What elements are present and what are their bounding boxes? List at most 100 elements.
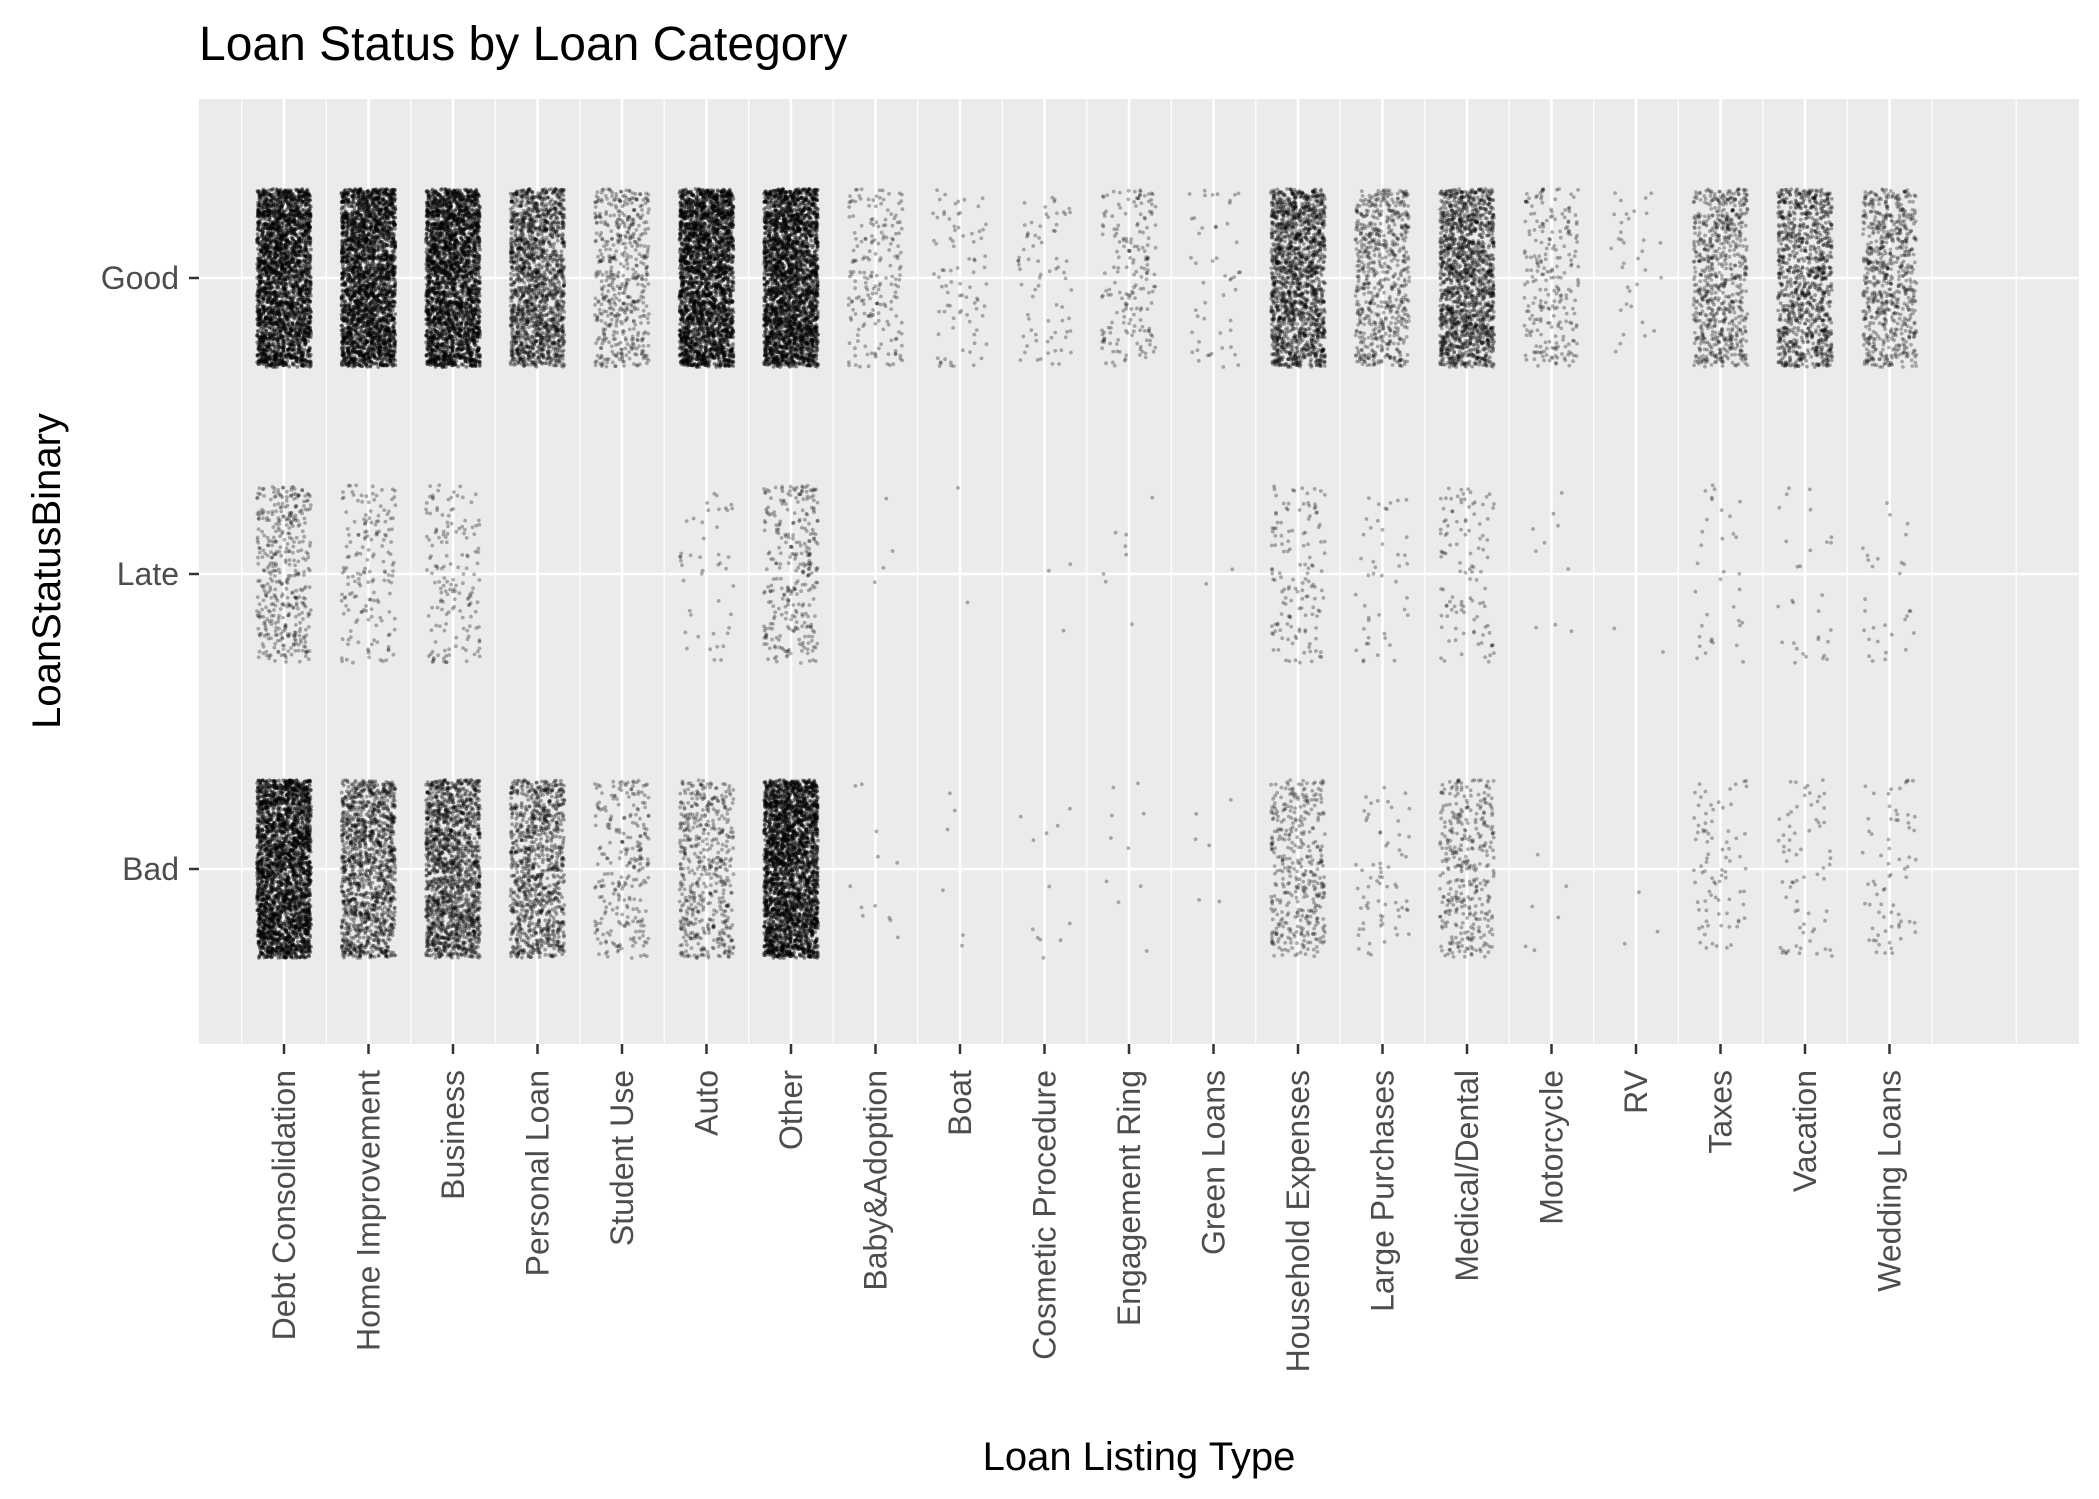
data-point xyxy=(271,877,275,881)
data-point xyxy=(386,781,390,785)
data-point xyxy=(364,927,368,931)
data-point xyxy=(340,925,344,929)
data-point xyxy=(366,916,370,920)
data-point xyxy=(271,886,275,890)
data-point xyxy=(281,905,285,909)
data-point xyxy=(391,930,395,934)
data-point xyxy=(371,812,375,816)
data-point xyxy=(361,818,365,822)
data-point xyxy=(287,841,291,845)
data-point xyxy=(368,825,372,829)
data-point xyxy=(274,858,278,862)
data-point xyxy=(373,852,377,856)
data-point xyxy=(290,888,294,892)
data-point xyxy=(270,793,274,797)
data-point xyxy=(287,936,291,940)
data-point xyxy=(271,833,275,837)
data-point xyxy=(363,841,367,845)
data-point xyxy=(366,896,370,900)
data-point xyxy=(385,804,389,808)
data-point xyxy=(288,927,292,931)
data-point xyxy=(386,825,390,829)
data-point xyxy=(426,910,430,914)
data-point xyxy=(286,800,290,804)
data-point xyxy=(341,838,345,842)
data-point xyxy=(302,855,306,859)
data-point xyxy=(346,888,350,892)
data-point xyxy=(342,956,346,960)
data-point xyxy=(363,861,367,865)
data-point xyxy=(296,822,300,826)
data-point xyxy=(349,940,353,944)
data-point xyxy=(272,894,276,898)
data-point xyxy=(353,916,357,920)
data-point xyxy=(371,894,375,898)
data-point xyxy=(354,893,358,897)
data-point xyxy=(340,889,344,893)
data-point xyxy=(294,880,298,884)
data-point xyxy=(367,936,371,940)
data-point xyxy=(287,948,291,952)
data-point xyxy=(281,850,285,854)
data-point xyxy=(362,883,366,887)
data-point xyxy=(268,873,272,877)
data-point xyxy=(295,916,299,920)
data-point xyxy=(477,883,481,887)
data-point xyxy=(305,879,309,883)
data-point xyxy=(282,842,286,846)
data-point xyxy=(364,851,368,855)
data-point xyxy=(266,910,270,914)
data-point xyxy=(267,842,271,846)
data-point xyxy=(257,956,261,960)
data-point xyxy=(388,786,392,790)
data-point xyxy=(385,953,389,957)
data-point xyxy=(350,891,354,895)
data-point xyxy=(279,862,283,866)
data-point xyxy=(348,880,352,884)
data-point xyxy=(366,784,370,788)
data-point xyxy=(362,936,366,940)
data-point xyxy=(352,858,356,862)
data-point xyxy=(351,800,355,804)
data-point xyxy=(425,822,429,826)
data-point xyxy=(291,801,295,805)
data-point xyxy=(261,828,265,832)
data-point xyxy=(387,929,391,933)
data-point xyxy=(307,939,311,943)
data-point xyxy=(301,939,305,943)
data-point xyxy=(258,914,262,918)
data-point xyxy=(303,841,307,845)
data-point xyxy=(288,870,292,874)
data-point xyxy=(373,858,377,862)
data-point xyxy=(362,916,366,920)
data-point xyxy=(285,813,289,817)
data-point xyxy=(257,940,261,944)
data-point xyxy=(357,888,361,892)
data-point xyxy=(358,794,362,798)
data-point xyxy=(348,859,352,863)
data-point xyxy=(279,829,283,833)
data-point xyxy=(279,869,283,873)
data-point xyxy=(375,915,379,919)
data-point xyxy=(275,908,279,912)
data-point xyxy=(393,871,397,875)
data-point xyxy=(347,785,351,789)
data-point xyxy=(259,951,263,955)
data-point xyxy=(461,933,465,937)
data-point xyxy=(284,888,288,892)
data-point xyxy=(426,797,430,801)
data-point xyxy=(265,802,269,806)
data-point xyxy=(354,901,358,905)
data-point xyxy=(261,858,265,862)
data-point xyxy=(376,901,380,905)
data-point xyxy=(259,841,263,845)
data-point xyxy=(355,882,359,886)
data-point xyxy=(364,804,368,808)
data-point xyxy=(368,848,372,852)
data-point xyxy=(357,817,361,821)
data-point xyxy=(268,903,272,907)
data-point xyxy=(358,869,362,873)
data-point xyxy=(274,942,278,946)
data-point xyxy=(347,828,351,832)
data-point xyxy=(272,922,276,926)
